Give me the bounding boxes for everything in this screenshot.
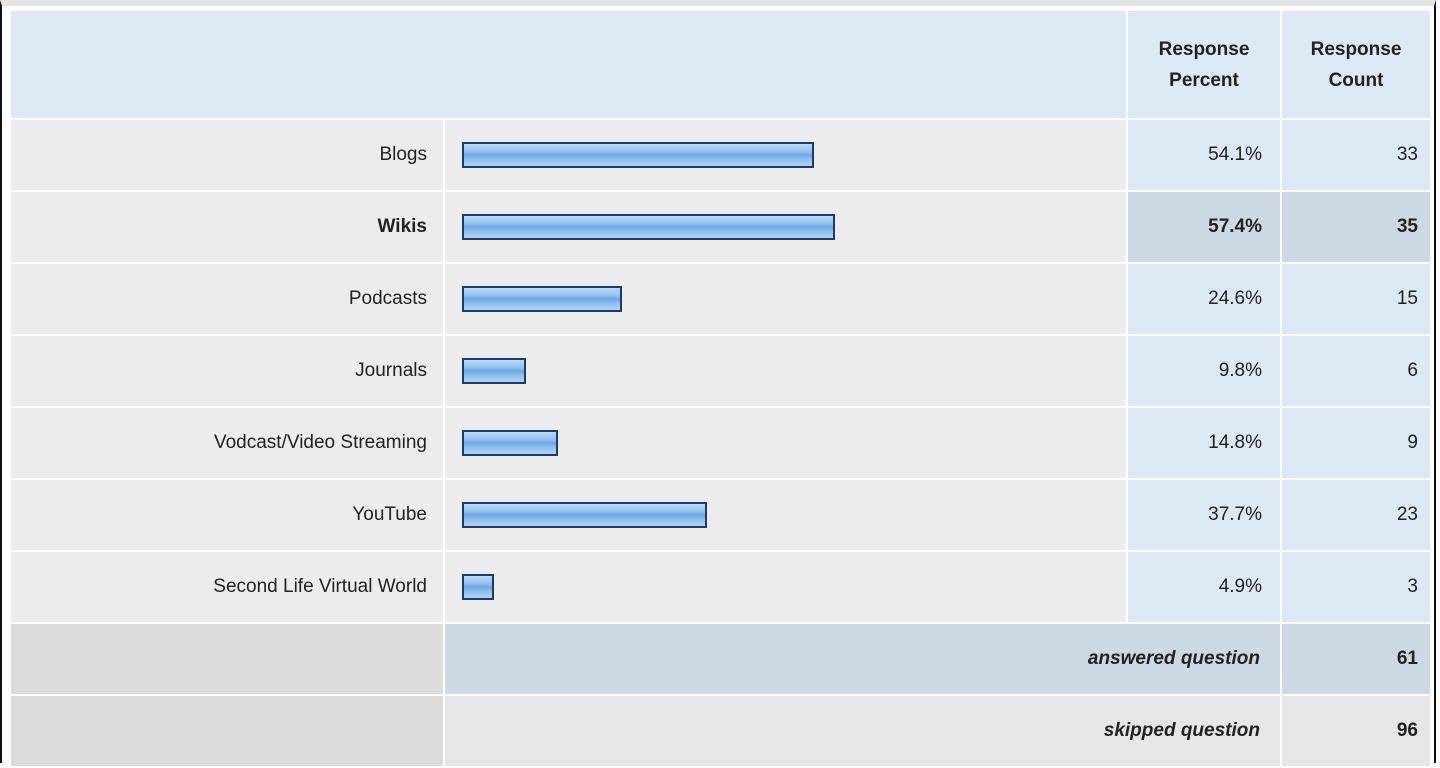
response-percent: 4.9% (1128, 552, 1280, 622)
table-row: Journals 9.8% 6 (11, 336, 1430, 406)
response-count-header: Response Count (1282, 11, 1430, 118)
table-row: Second Life Virtual World 4.9% 3 (11, 552, 1430, 622)
response-bar (462, 358, 526, 384)
response-count: 35 (1282, 192, 1430, 262)
survey-results-table: Response Percent Response Count Blogs 54.… (9, 9, 1432, 768)
response-bar (462, 502, 707, 528)
table-row: YouTube 37.7% 23 (11, 480, 1430, 550)
answer-option-label: Second Life Virtual World (11, 552, 443, 622)
answered-question-label: answered question (445, 624, 1280, 694)
response-count-header-line1: Response (1310, 38, 1402, 60)
bar-cell (445, 192, 1126, 262)
answer-option-label: Vodcast/Video Streaming (11, 408, 443, 478)
header-blank-cell (11, 11, 1126, 118)
bar-cell (445, 336, 1126, 406)
response-count: 15 (1282, 264, 1430, 334)
response-bar (462, 574, 494, 600)
answer-option-label: Journals (11, 336, 443, 406)
response-bar (462, 430, 558, 456)
response-count: 9 (1282, 408, 1430, 478)
skipped-question-value: 96 (1282, 696, 1430, 766)
answer-option-label: YouTube (11, 480, 443, 550)
header-row: Response Percent Response Count (11, 11, 1430, 118)
skipped-question-row: skipped question 96 (11, 696, 1430, 766)
response-count: 6 (1282, 336, 1430, 406)
skipped-blank-cell (11, 696, 443, 766)
answer-option-label: Blogs (11, 120, 443, 190)
table-row: Blogs 54.1% 33 (11, 120, 1430, 190)
answer-option-label: Podcasts (11, 264, 443, 334)
bar-cell (445, 480, 1126, 550)
table-row: Vodcast/Video Streaming 14.8% 9 (11, 408, 1430, 478)
answer-option-label: Wikis (11, 192, 443, 262)
response-count: 3 (1282, 552, 1430, 622)
response-percent-header: Response Percent (1128, 11, 1280, 118)
table-row: Wikis 57.4% 35 (11, 192, 1430, 262)
table-row: Podcasts 24.6% 15 (11, 264, 1430, 334)
bar-cell (445, 120, 1126, 190)
answered-question-value: 61 (1282, 624, 1430, 694)
response-bar (462, 286, 622, 312)
response-count: 23 (1282, 480, 1430, 550)
response-percent: 9.8% (1128, 336, 1280, 406)
bar-cell (445, 264, 1126, 334)
answered-question-row: answered question 61 (11, 624, 1430, 694)
answered-blank-cell (11, 624, 443, 694)
response-bar (462, 214, 835, 240)
response-percent: 37.7% (1128, 480, 1280, 550)
response-percent: 54.1% (1128, 120, 1280, 190)
response-percent: 14.8% (1128, 408, 1280, 478)
bar-cell (445, 408, 1126, 478)
response-percent-header-line2: Percent (1169, 69, 1239, 91)
bar-cell (445, 552, 1126, 622)
response-count-header-line2: Count (1328, 69, 1384, 91)
response-bar (462, 142, 814, 168)
answer-rows: Blogs 54.1% 33 Wikis 57.4% 35 Podcasts 24.6% 15 J… (11, 120, 1430, 622)
response-percent: 57.4% (1128, 192, 1280, 262)
skipped-question-label: skipped question (445, 696, 1280, 766)
response-percent: 24.6% (1128, 264, 1280, 334)
response-percent-header-line1: Response (1158, 38, 1250, 60)
response-count: 33 (1282, 120, 1430, 190)
